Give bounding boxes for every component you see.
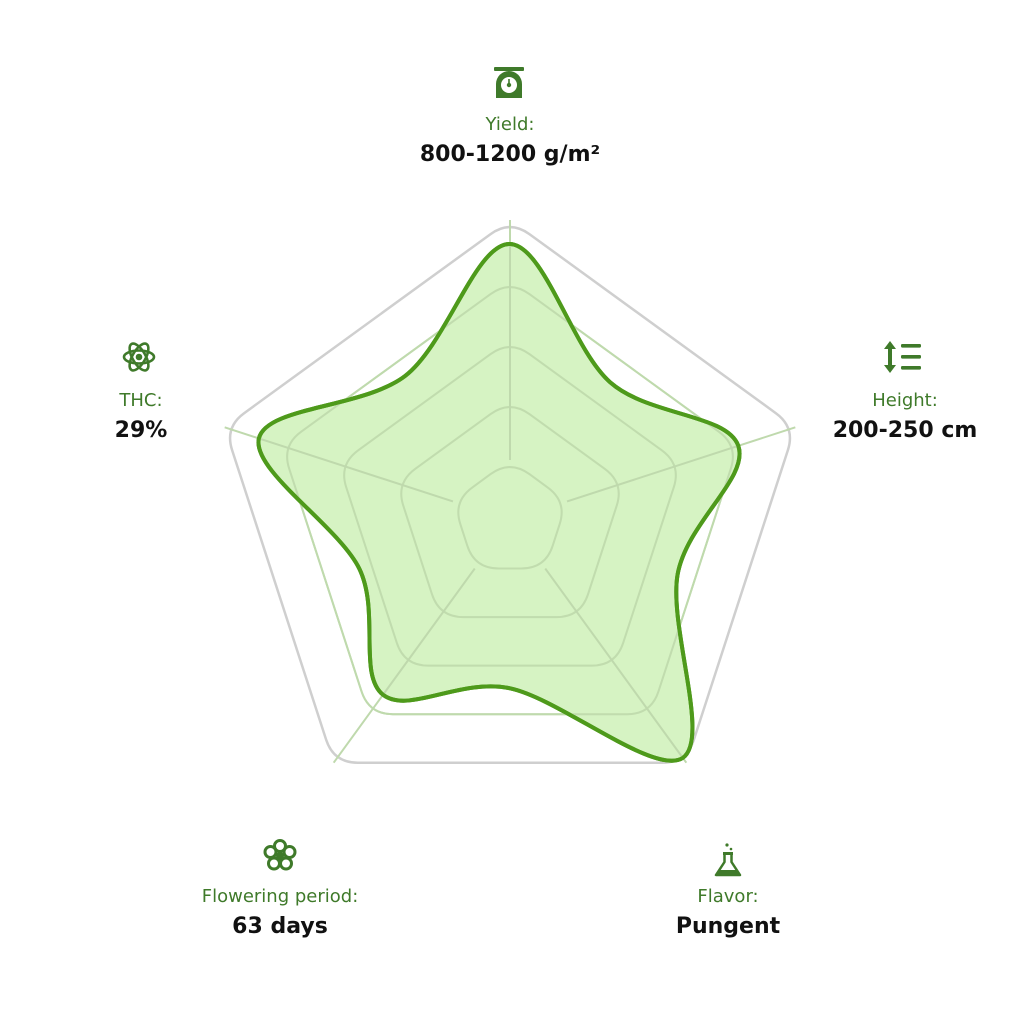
axis-thc-value: 29% bbox=[114, 418, 168, 443]
radar-series bbox=[256, 241, 742, 763]
axis-yield-label: Yield: bbox=[485, 114, 535, 135]
atom-icon bbox=[122, 342, 156, 372]
axis-yield: Yield: 800-1200 g/m² bbox=[350, 114, 670, 170]
axis-height: Height: 200-250 cm bbox=[745, 390, 1020, 446]
flask-icon bbox=[714, 843, 742, 877]
axis-flavor-value: Pungent bbox=[675, 914, 781, 939]
radar-ring-overlay-4 bbox=[286, 286, 734, 716]
radar-spoke-overlay-flowering bbox=[382, 567, 476, 696]
axis-flowering-value: 63 days bbox=[232, 914, 328, 939]
axis-flavor: Flavor: Pungent bbox=[568, 886, 888, 942]
axis-height-label: Height: bbox=[872, 390, 938, 411]
axis-thc: THC: 29% bbox=[0, 390, 301, 446]
axis-yield-value: 800-1200 g/m² bbox=[419, 142, 601, 167]
radar-series-outline bbox=[256, 241, 742, 763]
radar-spoke-overlay-thc bbox=[258, 437, 454, 503]
axis-thc-label: THC: bbox=[119, 390, 163, 411]
radar-ring-overlay-1 bbox=[457, 466, 563, 570]
height-list-icon bbox=[884, 341, 921, 373]
axis-height-value: 200-250 cm bbox=[832, 418, 978, 443]
axis-flowering-label: Flowering period: bbox=[201, 886, 359, 907]
axis-flowering: Flowering period: 63 days bbox=[120, 886, 440, 942]
flower-icon bbox=[263, 839, 297, 871]
radar-spoke-overlay-flavor bbox=[544, 567, 684, 759]
radar-spoke-overlay-height bbox=[566, 444, 739, 503]
radar-series-area bbox=[256, 241, 742, 763]
radar-ring-overlay-3 bbox=[343, 346, 677, 667]
axis-flavor-label: Flavor: bbox=[697, 886, 759, 907]
radar-ring-overlay-2 bbox=[400, 406, 620, 619]
scale-icon bbox=[494, 67, 524, 98]
